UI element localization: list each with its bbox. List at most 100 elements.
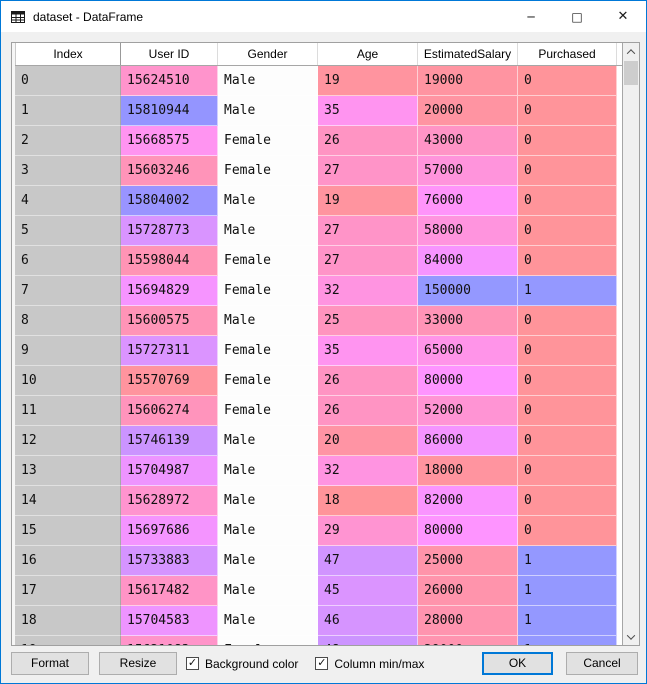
cell-purchased[interactable]: 0: [518, 66, 617, 96]
cell-salary[interactable]: 80000: [418, 366, 518, 396]
cell-gender[interactable]: Male: [218, 516, 318, 546]
cell-purchased[interactable]: 0: [518, 516, 617, 546]
scroll-up-button[interactable]: [623, 43, 639, 60]
cell-purchased[interactable]: 0: [518, 96, 617, 126]
row-index-cell[interactable]: 3: [15, 156, 121, 186]
row-index-cell[interactable]: 1: [15, 96, 121, 126]
cell-gender[interactable]: Male: [218, 486, 318, 516]
cell-salary[interactable]: 84000: [418, 246, 518, 276]
row-index-cell[interactable]: 9: [15, 336, 121, 366]
row-index-cell[interactable]: 16: [15, 546, 121, 576]
cell-user_id[interactable]: 15733883: [121, 546, 218, 576]
cell-gender[interactable]: Male: [218, 216, 318, 246]
cell-gender[interactable]: Male: [218, 576, 318, 606]
cell-age[interactable]: 19: [318, 66, 418, 96]
row-index-cell[interactable]: 11: [15, 396, 121, 426]
cell-salary[interactable]: 65000: [418, 336, 518, 366]
column-header-user_id[interactable]: User ID: [121, 43, 218, 65]
cell-salary[interactable]: 86000: [418, 426, 518, 456]
cell-gender[interactable]: Male: [218, 186, 318, 216]
cell-gender[interactable]: Male: [218, 606, 318, 636]
cell-gender[interactable]: Female: [218, 126, 318, 156]
scroll-down-button[interactable]: [623, 628, 639, 645]
cell-age[interactable]: 27: [318, 246, 418, 276]
cell-salary[interactable]: 80000: [418, 516, 518, 546]
column-header-gender[interactable]: Gender: [218, 43, 318, 65]
cell-purchased[interactable]: 0: [518, 396, 617, 426]
cell-age[interactable]: 47: [318, 546, 418, 576]
cell-age[interactable]: 45: [318, 576, 418, 606]
cell-gender[interactable]: Female: [218, 246, 318, 276]
cell-purchased[interactable]: 0: [518, 306, 617, 336]
cell-age[interactable]: 29: [318, 516, 418, 546]
row-index-cell[interactable]: 5: [15, 216, 121, 246]
row-index-cell[interactable]: 13: [15, 456, 121, 486]
row-index-cell[interactable]: 18: [15, 606, 121, 636]
cell-purchased[interactable]: 0: [518, 156, 617, 186]
cell-salary[interactable]: 19000: [418, 66, 518, 96]
cell-salary[interactable]: 76000: [418, 186, 518, 216]
row-index-cell[interactable]: 0: [15, 66, 121, 96]
cell-salary[interactable]: 20000: [418, 96, 518, 126]
row-index-cell[interactable]: 4: [15, 186, 121, 216]
cell-purchased[interactable]: 0: [518, 456, 617, 486]
vertical-scrollbar[interactable]: [622, 43, 639, 645]
cell-user_id[interactable]: 15621083: [121, 636, 218, 645]
row-index-cell[interactable]: 10: [15, 366, 121, 396]
cell-user_id[interactable]: 15728773: [121, 216, 218, 246]
column-header-age[interactable]: Age: [318, 43, 418, 65]
cell-purchased[interactable]: 0: [518, 246, 617, 276]
column-header-index[interactable]: Index: [15, 43, 121, 65]
cell-age[interactable]: 26: [318, 366, 418, 396]
cell-age[interactable]: 19: [318, 186, 418, 216]
cell-salary[interactable]: 82000: [418, 486, 518, 516]
cell-age[interactable]: 26: [318, 126, 418, 156]
cell-user_id[interactable]: 15704583: [121, 606, 218, 636]
cell-gender[interactable]: Male: [218, 426, 318, 456]
cell-salary[interactable]: 150000: [418, 276, 518, 306]
cell-age[interactable]: 48: [318, 636, 418, 645]
cell-gender[interactable]: Female: [218, 366, 318, 396]
cell-salary[interactable]: 18000: [418, 456, 518, 486]
cell-purchased[interactable]: 0: [518, 486, 617, 516]
column-header-salary[interactable]: EstimatedSalary: [418, 43, 518, 65]
cell-gender[interactable]: Female: [218, 636, 318, 645]
column-header-purchased[interactable]: Purchased: [518, 43, 617, 65]
cell-user_id[interactable]: 15668575: [121, 126, 218, 156]
cell-user_id[interactable]: 15624510: [121, 66, 218, 96]
cell-gender[interactable]: Female: [218, 336, 318, 366]
ok-button[interactable]: OK: [482, 652, 553, 675]
cell-user_id[interactable]: 15628972: [121, 486, 218, 516]
scrollbar-track[interactable]: [623, 60, 639, 628]
cell-salary[interactable]: 25000: [418, 546, 518, 576]
cell-age[interactable]: 32: [318, 456, 418, 486]
cell-age[interactable]: 27: [318, 156, 418, 186]
cell-purchased[interactable]: 0: [518, 126, 617, 156]
cell-user_id[interactable]: 15727311: [121, 336, 218, 366]
row-index-cell[interactable]: 19: [15, 636, 121, 645]
cell-user_id[interactable]: 15570769: [121, 366, 218, 396]
cell-user_id[interactable]: 15704987: [121, 456, 218, 486]
cell-user_id[interactable]: 15804002: [121, 186, 218, 216]
cell-gender[interactable]: Male: [218, 96, 318, 126]
background-color-checkbox[interactable]: ✓ Background color: [186, 657, 298, 671]
column-minmax-checkbox[interactable]: ✓ Column min/max: [315, 657, 424, 671]
format-button[interactable]: Format: [11, 652, 89, 675]
resize-button[interactable]: Resize: [99, 652, 177, 675]
cell-gender[interactable]: Female: [218, 396, 318, 426]
cell-purchased[interactable]: 1: [518, 576, 617, 606]
cancel-button[interactable]: Cancel: [566, 652, 638, 675]
cell-user_id[interactable]: 15810944: [121, 96, 218, 126]
cell-purchased[interactable]: 0: [518, 336, 617, 366]
cell-user_id[interactable]: 15697686: [121, 516, 218, 546]
cell-purchased[interactable]: 1: [518, 636, 617, 645]
cell-purchased[interactable]: 1: [518, 606, 617, 636]
cell-purchased[interactable]: 0: [518, 426, 617, 456]
cell-user_id[interactable]: 15603246: [121, 156, 218, 186]
cell-salary[interactable]: 57000: [418, 156, 518, 186]
row-index-cell[interactable]: 17: [15, 576, 121, 606]
cell-gender[interactable]: Male: [218, 306, 318, 336]
cell-salary[interactable]: 26000: [418, 576, 518, 606]
cell-salary[interactable]: 28000: [418, 606, 518, 636]
cell-user_id[interactable]: 15598044: [121, 246, 218, 276]
